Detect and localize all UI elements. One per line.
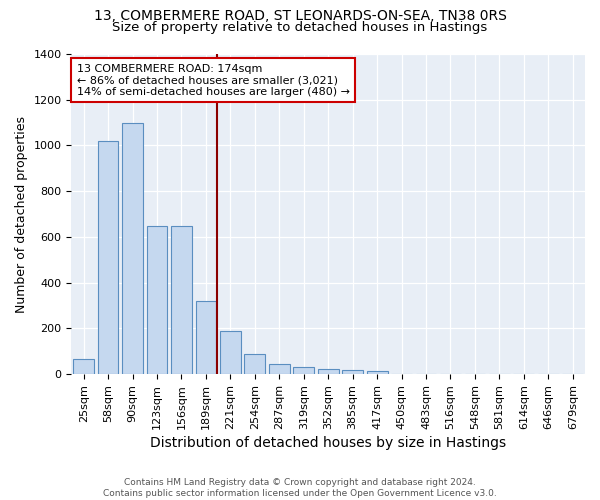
Text: Size of property relative to detached houses in Hastings: Size of property relative to detached ho… xyxy=(112,21,488,34)
Bar xyxy=(318,369,338,374)
Bar xyxy=(293,368,314,374)
X-axis label: Distribution of detached houses by size in Hastings: Distribution of detached houses by size … xyxy=(150,436,506,450)
Bar xyxy=(73,360,94,374)
Bar xyxy=(146,226,167,374)
Bar xyxy=(367,372,388,374)
Bar xyxy=(122,122,143,374)
Text: 13 COMBERMERE ROAD: 174sqm
← 86% of detached houses are smaller (3,021)
14% of s: 13 COMBERMERE ROAD: 174sqm ← 86% of deta… xyxy=(77,64,350,97)
Text: Contains HM Land Registry data © Crown copyright and database right 2024.
Contai: Contains HM Land Registry data © Crown c… xyxy=(103,478,497,498)
Bar xyxy=(220,331,241,374)
Bar xyxy=(244,354,265,374)
Bar xyxy=(342,370,363,374)
Text: 13, COMBERMERE ROAD, ST LEONARDS-ON-SEA, TN38 0RS: 13, COMBERMERE ROAD, ST LEONARDS-ON-SEA,… xyxy=(94,9,506,23)
Bar xyxy=(171,226,192,374)
Bar xyxy=(196,301,217,374)
Y-axis label: Number of detached properties: Number of detached properties xyxy=(15,116,28,312)
Bar xyxy=(98,141,118,374)
Bar xyxy=(269,364,290,374)
